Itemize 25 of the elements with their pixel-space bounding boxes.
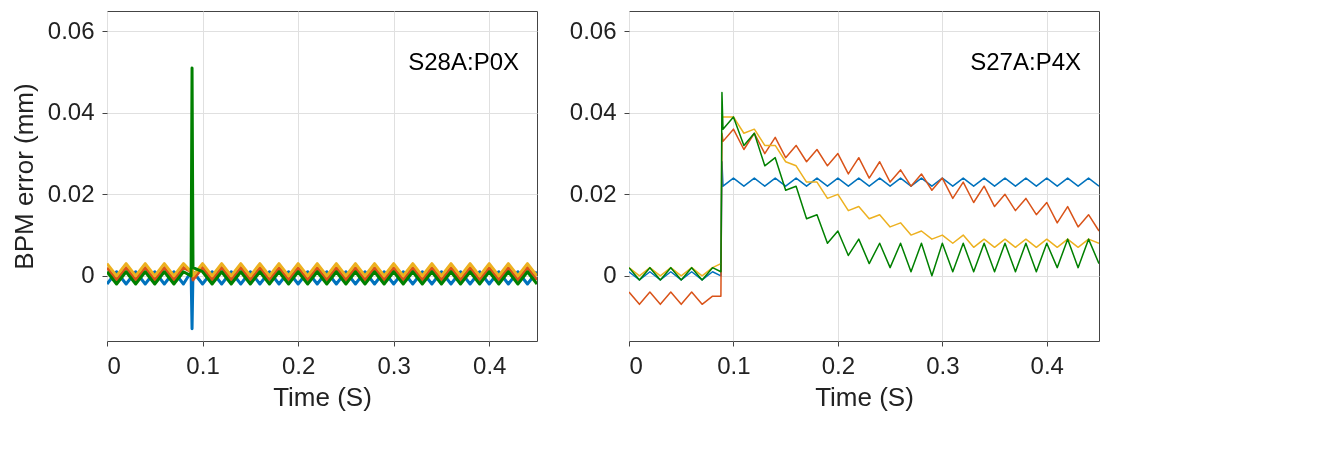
x-tick-label: 0.2	[821, 351, 856, 379]
x-axis-title: Time (S)	[273, 381, 372, 412]
x-axis-title: Time (S)	[815, 381, 914, 412]
y-axis-title: BPM error (mm)	[8, 83, 39, 270]
x-tick-label: 0.3	[377, 351, 411, 379]
y-tick-label: 0.02	[569, 179, 617, 207]
line-series	[629, 91, 1099, 281]
y-tick-label: 0.02	[47, 179, 95, 207]
annotation: S28A:P0X	[408, 48, 519, 75]
y-tick-label: 0	[81, 261, 95, 289]
x-tick-label: 0.4	[1030, 351, 1064, 379]
y-tick-label: 0.04	[569, 98, 617, 126]
x-tick-label: 0.2	[281, 351, 316, 379]
x-tick-label: 0.4	[473, 351, 507, 379]
x-tick-label: 0.1	[717, 351, 751, 379]
annotation: S27A:P4X	[970, 48, 1081, 75]
y-tick-label: 0.06	[47, 16, 95, 44]
x-tick-label: 0	[107, 351, 121, 379]
x-tick-label: 0	[629, 351, 643, 379]
line-series	[629, 128, 1099, 306]
x-tick-label: 0.1	[186, 351, 220, 379]
x-tick-label: 0.3	[926, 351, 960, 379]
y-tick-label: 0	[603, 261, 617, 289]
y-tick-label: 0.04	[47, 98, 95, 126]
y-tick-label: 0.06	[569, 16, 617, 44]
